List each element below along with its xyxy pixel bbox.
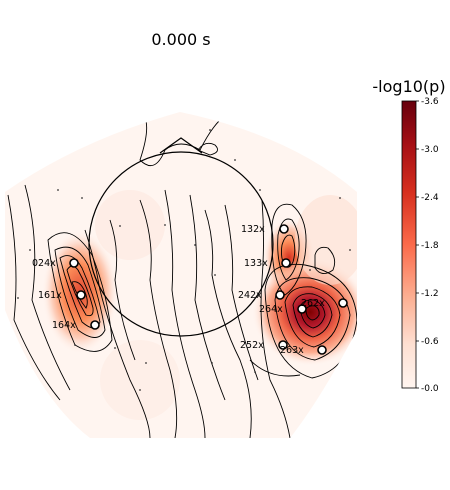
sensor-label: 264x	[259, 304, 283, 315]
activation-blob-center-faint	[95, 190, 165, 260]
colorbar: -log10(p) -3.6 -3.0 -2.4 -1.8 -1.2 -0.6 …	[372, 77, 445, 394]
sensor-marker[interactable]	[317, 345, 327, 355]
head-outline	[88, 151, 274, 337]
sensor-label: 263x	[280, 345, 304, 356]
sensor-marker[interactable]	[279, 224, 289, 234]
highlighted-sensors	[69, 224, 348, 355]
colorbar-tick-label: -0.0	[421, 384, 439, 394]
topomap-background	[5, 112, 357, 438]
sensor-marker[interactable]	[76, 290, 86, 300]
sensor-label: 161x	[38, 290, 62, 301]
sensor-label: 024x	[32, 258, 56, 269]
sensor-marker[interactable]	[281, 258, 291, 268]
sensor-label: 262x	[301, 298, 325, 309]
sensor-marker[interactable]	[90, 320, 100, 330]
colorbar-tick-label: -3.6	[421, 97, 439, 107]
colorbar-label: -log10(p)	[372, 77, 445, 96]
sensor-marker[interactable]	[297, 304, 307, 314]
colorbar-tick-label: -3.0	[421, 145, 439, 155]
figure-title: 0.000 s	[151, 30, 210, 49]
sensor-marker[interactable]	[69, 258, 79, 268]
colorbar-gradient	[401, 100, 417, 389]
sensor-marker[interactable]	[278, 340, 288, 350]
sensor-marker[interactable]	[275, 290, 285, 300]
nose-outline	[159, 137, 203, 154]
activation-blob-bottom-faint	[100, 340, 180, 420]
activation-blob-right-faint	[295, 195, 357, 285]
sensor-label: 242x	[238, 290, 262, 301]
sensor-label: 252x	[240, 340, 264, 351]
sensor-label: 164x	[52, 320, 76, 331]
sensor-marker[interactable]	[338, 298, 348, 308]
sensor-dots	[17, 129, 351, 391]
sensor-label: 133x	[244, 258, 268, 269]
topomap: 024x 161x 164x 132x 133x 242x 264x 252x …	[5, 112, 357, 438]
colorbar-tick-label: -1.8	[421, 241, 439, 251]
colorbar-tick-label: -2.4	[421, 193, 439, 203]
colorbar-tick-label: -0.6	[421, 337, 439, 347]
sensor-labels: 024x 161x 164x 132x 133x 242x 264x 252x …	[32, 224, 325, 356]
colorbar-ticks	[416, 100, 419, 389]
colorbar-tick-label: -1.2	[421, 289, 439, 299]
sensor-label: 132x	[241, 224, 265, 235]
